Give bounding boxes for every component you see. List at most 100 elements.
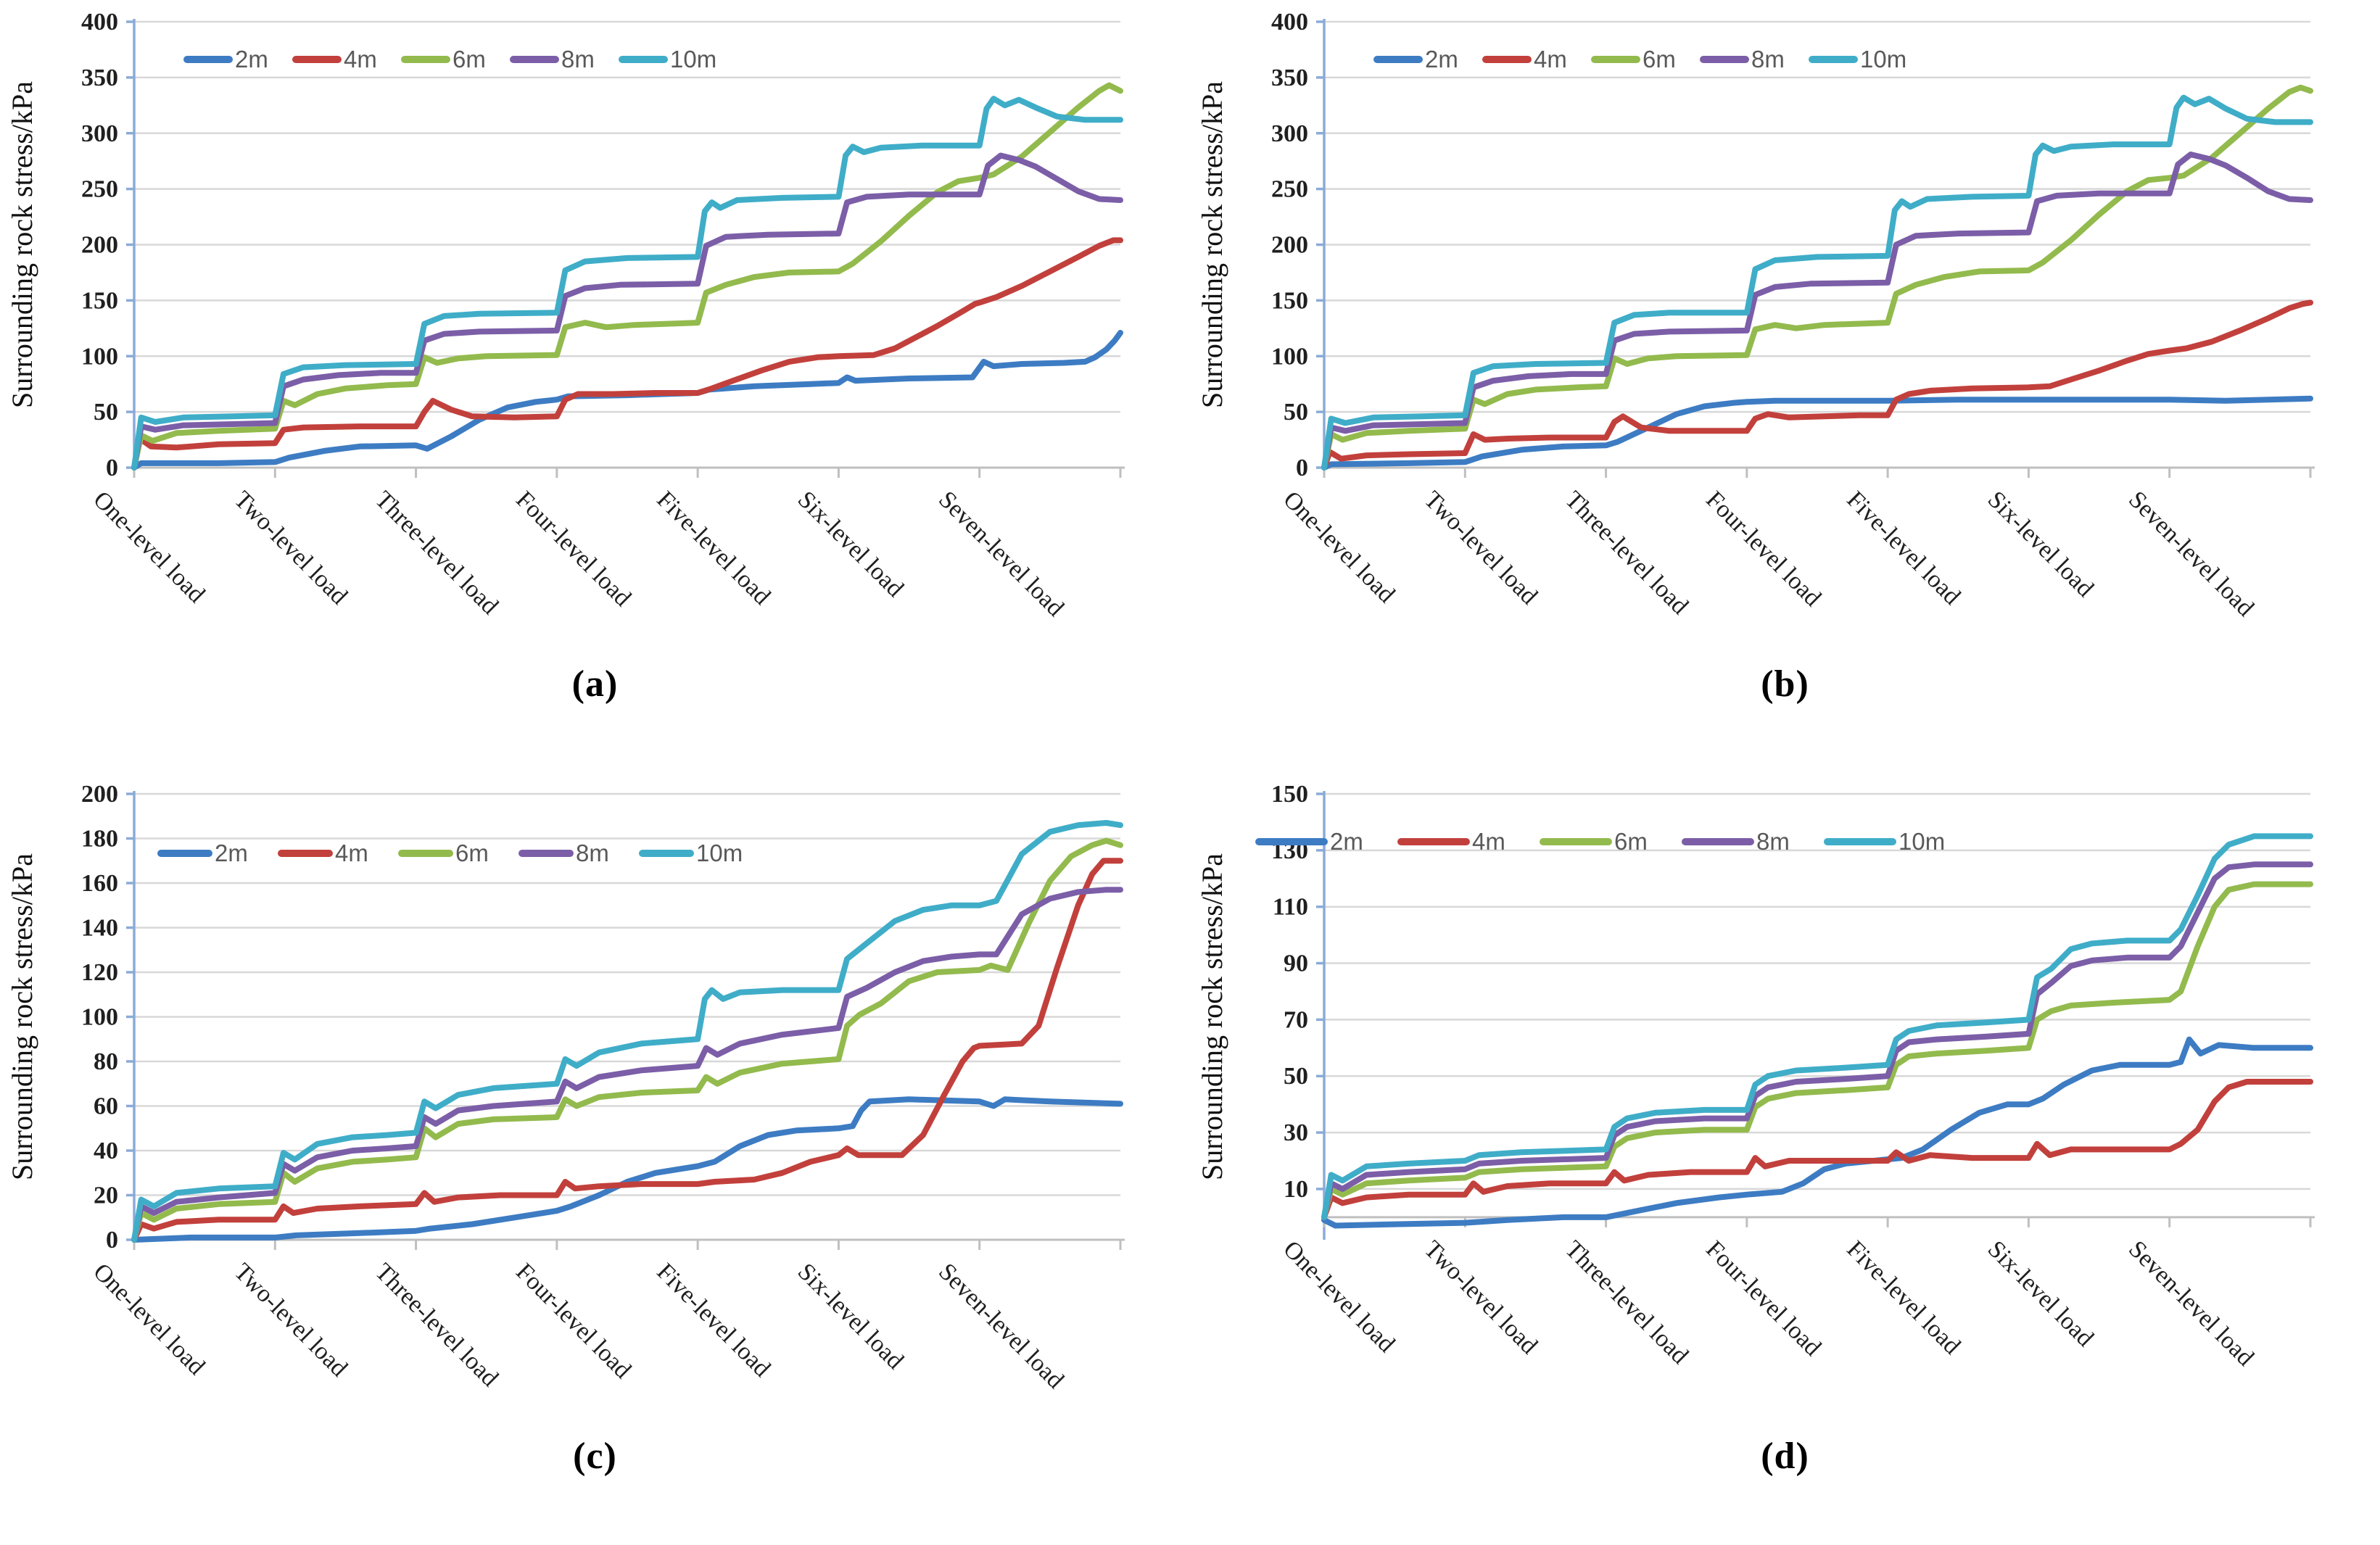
y-tick-label: 40 [94, 1138, 118, 1164]
y-tick-label: 250 [1271, 176, 1308, 203]
legend-label-6m: 6m [1643, 46, 1676, 73]
x-label: Five-level load [1841, 1235, 1965, 1359]
series-line-6m [1321, 881, 2313, 1220]
caption-a: (a) [571, 663, 619, 705]
x-label: Seven-level load [933, 486, 1069, 621]
x-label: Seven-level load [2123, 1235, 2259, 1371]
x-label: One-level load [1278, 486, 1400, 608]
legend-label-4m: 4m [1472, 828, 1505, 855]
x-label: Three-level load [1560, 1235, 1693, 1369]
y-tick-label: 160 [81, 870, 118, 897]
series-line-10m [1321, 833, 2313, 1220]
legend-label-4m: 4m [344, 46, 377, 73]
chart-a: 0 50 100 150 200 250 300 350 400 One-level load Tw… [6, 9, 1125, 622]
legend-item-10m: 10m [619, 46, 716, 73]
legend-item-4m: 4m [1397, 828, 1505, 855]
y-axis-title: Surrounding rock stress/kPa [1196, 853, 1228, 1180]
legend-item-10m: 10m [639, 840, 743, 866]
legend-label-10m: 10m [1860, 46, 1906, 73]
legend-item-2m: 2m [183, 46, 268, 73]
x-label: Three-level load [370, 1258, 503, 1391]
y-tick-label: 0 [1296, 455, 1308, 481]
x-label: Six-level load [793, 486, 909, 602]
series-line-10m [131, 96, 1123, 471]
chart-panel-b: 0 50 100 150 200 250 300 350 400 One-level load Tw… [1190, 0, 2380, 772]
chart-b: 0 50 100 150 200 250 300 350 400 One-level load Tw… [1196, 9, 2315, 622]
x-label: Five-level load [651, 486, 775, 610]
legend-item-6m: 6m [398, 840, 489, 866]
series-line-2m [131, 1096, 1123, 1243]
y-tick-label: 20 [94, 1182, 118, 1209]
x-label: Six-level load [793, 1258, 909, 1374]
legend-item-10m: 10m [1809, 46, 1906, 73]
legend-item-10m: 10m [1824, 828, 1945, 855]
x-label: One-level load [88, 486, 210, 608]
legend-item-8m: 8m [510, 46, 595, 73]
series-line-8m [1321, 152, 2313, 471]
legend-item-2m: 2m [1373, 46, 1458, 73]
y-tick-label: 120 [81, 959, 118, 986]
x-label: Five-level load [1841, 486, 1965, 610]
y-tick-label: 400 [1271, 9, 1308, 36]
x-label: Seven-level load [2123, 486, 2259, 621]
x-label: Six-level load [1983, 486, 2099, 602]
x-label: Four-level load [511, 486, 636, 611]
caption-c: (c) [573, 1436, 617, 1477]
chart-panel-d: 10 30 50 70 90 110 130 150 One-level load Two-lev… [1190, 772, 2380, 1545]
series-line-10m [131, 820, 1123, 1243]
legend-label-10m: 10m [1898, 828, 1945, 855]
y-tick-label: 350 [81, 65, 118, 91]
series-line-6m [131, 837, 1123, 1243]
y-tick-label: 100 [81, 1004, 118, 1031]
y-tick-label: 150 [1271, 781, 1308, 808]
legend-label-8m: 8m [576, 840, 609, 866]
x-label: Three-level load [1560, 486, 1693, 619]
y-axis-title: Surrounding rock stress/kPa [1196, 81, 1228, 408]
y-tick-label: 300 [81, 120, 118, 147]
y-tick-label: 200 [81, 232, 118, 259]
y-tick-label: 80 [94, 1048, 118, 1075]
legend-label-4m: 4m [335, 840, 368, 866]
legend-label-2m: 2m [235, 46, 268, 73]
legend-item-4m: 4m [1482, 46, 1567, 73]
legend-label-2m: 2m [215, 840, 248, 866]
legend-item-8m: 8m [518, 840, 609, 866]
y-axis-title: Surrounding rock stress/kPa [6, 81, 38, 408]
legend-item-6m: 6m [401, 46, 486, 73]
legend-item-4m: 4m [278, 840, 368, 866]
chart-c: 0 20 40 60 80 100 120 140 160 180 200 One-level loa… [6, 781, 1125, 1394]
x-label: One-level load [1278, 1235, 1400, 1357]
y-tick-label: 300 [1271, 120, 1308, 147]
x-label: Two-level load [1419, 1235, 1543, 1359]
legend-item-6m: 6m [1540, 828, 1648, 855]
y-tick-label: 50 [94, 399, 118, 426]
y-tick-label: 250 [81, 176, 118, 203]
y-tick-label: 200 [1271, 232, 1308, 259]
chart-panel-a: 0 50 100 150 200 250 300 350 400 One-level load Tw… [0, 0, 1190, 772]
y-tick-label: 180 [81, 826, 118, 853]
legend-item-2m: 2m [157, 840, 248, 866]
legend-item-8m: 8m [1700, 46, 1785, 73]
legend-label-8m: 8m [1751, 46, 1785, 73]
x-label: One-level load [88, 1258, 210, 1380]
y-tick-label: 10 [1284, 1176, 1308, 1203]
series-line-8m [1321, 861, 2313, 1220]
series-line-4m [1321, 1079, 2313, 1220]
legend-item-2m: 2m [1255, 828, 1363, 855]
legend-label-2m: 2m [1425, 46, 1458, 73]
y-tick-label: 150 [1271, 287, 1308, 314]
caption-b: (b) [1761, 663, 1809, 705]
legend-label-2m: 2m [1330, 828, 1363, 855]
x-label: Seven-level load [933, 1258, 1069, 1393]
caption-d: (d) [1761, 1436, 1809, 1477]
legend-label-10m: 10m [696, 840, 743, 866]
x-label: Two-level load [229, 486, 353, 610]
legend-label-8m: 8m [561, 46, 595, 73]
legend-label-6m: 6m [1614, 828, 1648, 855]
y-tick-label: 90 [1284, 950, 1308, 977]
series-line-10m [1321, 94, 2313, 471]
y-axis-title: Surrounding rock stress/kPa [6, 853, 38, 1180]
legend-label-6m: 6m [453, 46, 486, 73]
y-tick-label: 150 [81, 287, 118, 314]
